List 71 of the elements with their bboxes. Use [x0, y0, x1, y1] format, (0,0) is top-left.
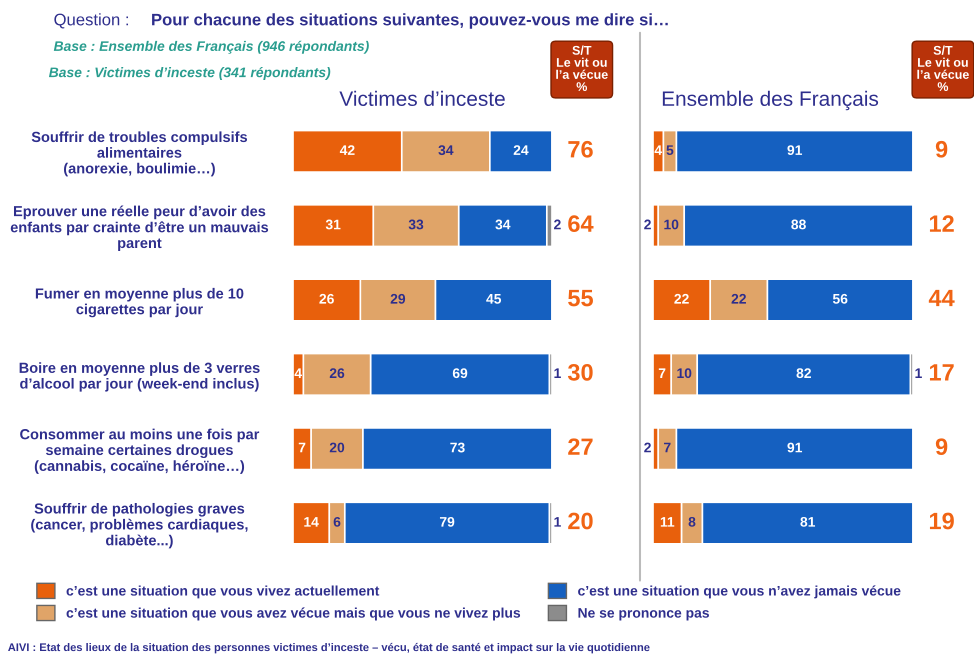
data-label: 5 [666, 145, 674, 156]
data-label: 45 [486, 294, 502, 304]
data-label: 6 [334, 516, 340, 527]
y-tick-label: Eprouver une réelle peur d’avoir des enfants par crainte d’être un mauvais parent [10, 205, 268, 251]
data-label: 81 [800, 516, 816, 527]
data-label: 69 [452, 368, 468, 378]
data-label: 31 [326, 220, 340, 230]
data-label: 14 [304, 517, 319, 527]
data-label: 1 [554, 368, 561, 378]
text: 20 [568, 512, 593, 530]
chart-title: Victimes d’inceste [339, 90, 505, 106]
data-label: 29 [390, 294, 406, 304]
data-label: 2 [644, 442, 651, 452]
y-tick-label: Consommer au moins une fois par semaine certaines drogues (cannabis, cocaïne, héroïne…) [20, 428, 260, 474]
text: S/T Le vit ou l’a vécue % [556, 46, 608, 92]
text: 27 [568, 438, 593, 455]
data-label: 73 [450, 442, 465, 452]
text: Question : [54, 13, 128, 28]
data-label: 82 [796, 368, 811, 378]
data-label: 24 [514, 145, 529, 155]
data-label: 56 [832, 294, 848, 304]
data-label: 2 [554, 220, 561, 230]
text: 44 [928, 290, 955, 306]
text: Pour chacune des situations suivantes, pouvez-vous me dire si… [152, 13, 668, 29]
data-label: 33 [408, 220, 424, 230]
data-label: 20 [330, 442, 344, 452]
data-label: 10 [677, 368, 692, 378]
data-label: 88 [791, 220, 806, 230]
data-label: 91 [787, 442, 802, 452]
data-label: 7 [658, 368, 666, 378]
chart-title: Ensemble des Français [662, 90, 878, 110]
data-label: 4 [294, 368, 302, 378]
data-label: 7 [664, 442, 671, 452]
text: 76 [568, 140, 593, 158]
text: 19 [930, 512, 954, 530]
text: S/T Le vit ou l’a vécue % [917, 46, 969, 92]
data-label: 1 [554, 517, 561, 527]
data-label: 1 [915, 368, 922, 378]
text: 30 [568, 364, 593, 381]
text: Base : Ensemble des Français (946 répondants) [54, 40, 369, 54]
text: 17 [930, 364, 954, 380]
legend-label: Ne se prononce pas [578, 608, 709, 621]
data-label: 22 [674, 294, 689, 304]
y-tick-label: Souffrir de pathologies graves (cancer, problèmes cardiaques, diabète...) [31, 502, 248, 548]
legend-label: c’est une situation que vous avez vécue mais que vous ne vivez plus [66, 607, 520, 621]
text: 9 [936, 438, 948, 456]
y-tick-label: Souffrir de troubles compulsifs alimentaires (anorexie, boulimie…) [32, 131, 248, 176]
data-label: 42 [340, 145, 355, 155]
text: AIVI : Etat des lieux de la situation des personnes victimes d’inceste – vécu, état de santé et impact sur la vie quotidienne [8, 642, 650, 654]
data-label: 2 [644, 220, 651, 230]
data-label: 26 [330, 368, 344, 378]
text: 9 [936, 140, 948, 158]
data-label: 26 [319, 294, 334, 304]
data-label: 91 [787, 145, 802, 156]
legend-label: c’est une situation que vous n’avez jamais vécue [578, 585, 900, 598]
data-label: 7 [298, 442, 306, 452]
data-label: 8 [688, 516, 696, 527]
text: 12 [930, 215, 954, 232]
y-tick-label: Fumer en moyenne plus de 10 cigarettes par jour [36, 288, 244, 318]
y-tick-label: Boire en moyenne plus de 3 verres d’alcool par jour (week-end inclus) [20, 362, 260, 392]
data-label: 34 [438, 145, 454, 156]
data-label: 22 [732, 294, 746, 304]
data-label: 79 [440, 516, 454, 527]
legend-label: c’est une situation que vous vivez actuellement [66, 585, 380, 598]
data-label: 34 [495, 220, 510, 230]
text: 55 [568, 290, 593, 306]
text: 64 [568, 215, 594, 232]
data-label: 4 [654, 145, 662, 155]
data-label: 11 [660, 517, 674, 527]
data-label: 10 [664, 220, 678, 230]
text: Base : Victimes d’inceste (341 répondants) [48, 66, 330, 80]
